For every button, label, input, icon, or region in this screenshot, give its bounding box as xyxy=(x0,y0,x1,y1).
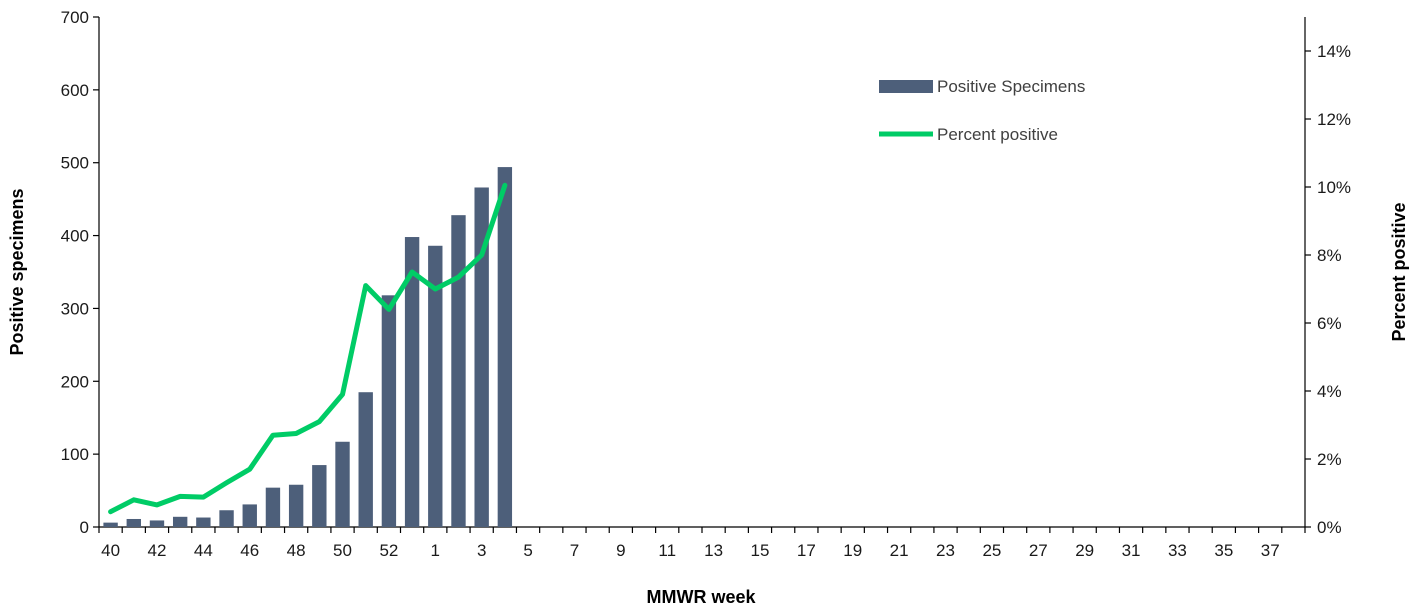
legend-label-percent-positive: Percent positive xyxy=(937,125,1058,144)
x-tick-label: 13 xyxy=(704,541,723,560)
bar-positive-specimens xyxy=(126,518,141,527)
bar-positive-specimens xyxy=(265,487,281,527)
x-tick-label: 29 xyxy=(1075,541,1094,560)
bar-positive-specimens xyxy=(196,517,211,527)
legend: Positive Specimens Percent positive xyxy=(879,77,1085,144)
y-axis-right-ticks: 0% 2% 4% 6% 8% 10% 12% 14% xyxy=(1305,42,1351,537)
bar-positive-specimens xyxy=(428,245,443,527)
bar-positive-specimens xyxy=(312,465,327,527)
line-series xyxy=(108,182,508,515)
y-right-tick-label: 4% xyxy=(1317,382,1342,401)
y-left-tick-label: 200 xyxy=(61,372,89,391)
bar-positive-specimens xyxy=(358,392,373,527)
x-tick-label: 40 xyxy=(101,541,120,560)
x-tick-label: 9 xyxy=(616,541,625,560)
bar-positive-specimens xyxy=(103,522,118,527)
bar-positive-specimens xyxy=(149,520,165,527)
x-tick-label: 27 xyxy=(1029,541,1048,560)
x-tick-label: 19 xyxy=(843,541,862,560)
x-tick-label: 7 xyxy=(570,541,579,560)
x-tick-label: 42 xyxy=(148,541,167,560)
y-left-tick-label: 600 xyxy=(61,81,89,100)
x-axis-title: MMWR week xyxy=(646,587,756,607)
bar-positive-specimens xyxy=(172,516,188,527)
y-left-tick-label: 300 xyxy=(61,299,89,318)
y-left-tick-label: 700 xyxy=(61,8,89,27)
x-tick-label: 31 xyxy=(1122,541,1141,560)
x-tick-label: 3 xyxy=(477,541,486,560)
x-tick-label: 37 xyxy=(1261,541,1280,560)
x-tick-label: 15 xyxy=(751,541,770,560)
legend-label-positive-specimens: Positive Specimens xyxy=(937,77,1085,96)
legend-swatch-positive-specimens xyxy=(879,80,933,93)
axes xyxy=(98,17,1306,528)
x-tick-label: 50 xyxy=(333,541,352,560)
x-tick-label: 44 xyxy=(194,541,213,560)
y-right-tick-label: 10% xyxy=(1317,178,1351,197)
x-tick-label: 46 xyxy=(240,541,259,560)
y-right-tick-label: 8% xyxy=(1317,246,1342,265)
x-tick-label: 35 xyxy=(1214,541,1233,560)
x-tick-label: 23 xyxy=(936,541,955,560)
y-left-tick-label: 100 xyxy=(61,445,89,464)
bar-series xyxy=(103,167,513,528)
bar-positive-specimens xyxy=(219,510,234,527)
y-axis-left-ticks: 0 100 200 300 400 500 600 700 xyxy=(61,8,99,537)
bar-positive-specimens xyxy=(451,215,466,527)
y-right-tick-label: 6% xyxy=(1317,314,1342,333)
y-axis-right-title: Percent positive xyxy=(1389,202,1409,341)
y-left-tick-label: 500 xyxy=(61,154,89,173)
x-tick-label: 48 xyxy=(287,541,306,560)
bar-positive-specimens xyxy=(242,504,257,527)
y-left-tick-label: 400 xyxy=(61,227,89,246)
x-tick-label: 1 xyxy=(431,541,440,560)
line-percent-positive xyxy=(108,182,508,515)
x-tick-label: 11 xyxy=(658,541,676,560)
x-tick-label: 25 xyxy=(982,541,1001,560)
x-tick-label: 21 xyxy=(890,541,909,560)
bar-positive-specimens xyxy=(335,441,350,527)
bar-positive-specimens xyxy=(288,484,304,527)
y-right-tick-label: 2% xyxy=(1317,450,1342,469)
x-tick-label: 17 xyxy=(797,541,816,560)
y-right-tick-label: 0% xyxy=(1317,518,1342,537)
x-axis-ticks: 40 42 44 46 48 50 52 1 3 5 7 9 11 13 15 17 19 21 23 25 27 29 3… xyxy=(98,527,1306,560)
bar-positive-specimens xyxy=(497,167,513,528)
y-axis-left-title: Positive specimens xyxy=(7,188,27,355)
bar-positive-specimens xyxy=(381,295,397,527)
y-right-tick-label: 12% xyxy=(1317,110,1351,129)
y-right-tick-label: 14% xyxy=(1317,42,1351,61)
y-left-tick-label: 0 xyxy=(80,518,89,537)
x-tick-label: 5 xyxy=(523,541,532,560)
bar-positive-specimens xyxy=(404,237,420,527)
x-tick-label: 33 xyxy=(1168,541,1187,560)
x-tick-label: 52 xyxy=(379,541,398,560)
bar-positive-specimens xyxy=(474,187,489,527)
